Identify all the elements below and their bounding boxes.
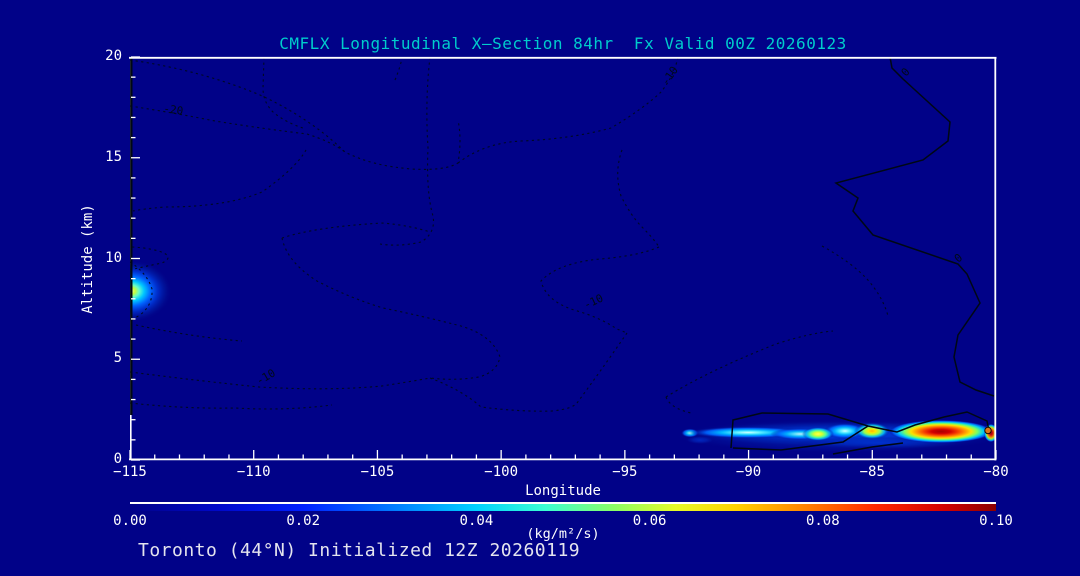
colorbar-gradient [130,504,996,511]
colorbar-units: (kg/m²/s) [526,526,600,542]
chart-title: CMFLX Longitudinal X—Section 84hr Fx Val… [279,34,847,53]
flux-shading [130,260,996,453]
contour-value-label: -20 [163,102,184,118]
y-tick-label: 15 [105,148,122,165]
colorbar-tick-label: 0.10 [979,513,1013,529]
contour-value-label: -10 [254,366,278,387]
contour-value-label: -10 [582,292,606,312]
x-tick-label: −110 [236,464,271,480]
y-tick-label: 20 [105,48,122,64]
colorbar-top-line [130,502,996,504]
x-tick-label: −105 [360,464,395,480]
contour-marker-circle [984,426,992,435]
dashed-contours [130,57,889,414]
colorbar-tick-label: 0.00 [113,513,147,529]
x-tick-label: −100 [484,464,518,480]
colorbar-tick-label: 0.02 [286,513,321,529]
cyan-blob [823,423,867,439]
x-tick-label: −115 [113,464,147,480]
plot-frame [129,56,997,461]
axis-ticks [129,56,997,461]
band-tail [686,436,714,444]
y-tick-label: 10 [105,249,122,266]
red-hotspot [889,420,993,443]
contour-value-label: -10 [659,64,681,88]
x-axis-title: Longitude [525,483,601,499]
x-tick-label: −85 [859,464,885,480]
y-tick-label: 0 [113,451,122,467]
colorbar-tick-label: 0.04 [459,513,494,529]
solid-contours [730,57,995,455]
colorbar-tick-label: 0.06 [632,513,667,529]
colorbar-tick-label: 0.08 [805,513,840,529]
x-tick-label: −80 [983,464,1009,480]
yellow-hotspot [802,427,834,441]
x-tick-label: −90 [735,464,762,480]
y-tick-label: 5 [113,350,122,367]
x-tick-label: −95 [612,464,638,480]
orange-hotspot [854,422,890,440]
west-plume-blob [130,260,172,322]
run-info: Toronto (44°N) Initialized 12Z 20260119 [138,540,581,561]
